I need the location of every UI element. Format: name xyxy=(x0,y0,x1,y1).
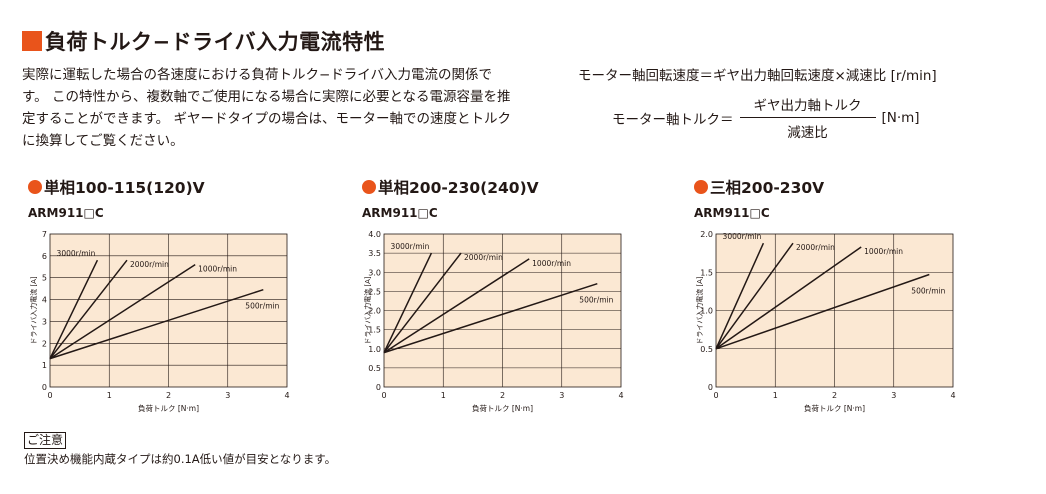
title-square-icon xyxy=(22,31,42,51)
y-tick-label: 1.0 xyxy=(700,307,713,316)
bullet-dot-icon xyxy=(362,180,376,194)
y-tick-label: 0.5 xyxy=(700,345,713,354)
x-tick-label: 1 xyxy=(773,391,778,400)
x-tick-label: 3 xyxy=(225,391,230,400)
series-label: 3000r/min xyxy=(723,232,762,241)
x-tick-label: 1 xyxy=(441,391,446,400)
chart-heading: 三相200-230V xyxy=(694,176,824,198)
y-tick-label: 7 xyxy=(42,230,47,239)
chart-1: 0 1 2 3 4 0 1 2 3 4 5 6 7 負荷トルク [N·m] ドライバ入力電流 [A] 3000… xyxy=(29,230,290,413)
bullet-dot-icon xyxy=(694,180,708,194)
y-tick-label: 1 xyxy=(42,361,47,370)
y-tick-label: 0 xyxy=(376,383,381,392)
torque-numerator: ギヤ出力軸トルク xyxy=(739,94,876,118)
y-tick-label: 0.5 xyxy=(368,364,381,373)
chart-title: 単相200-230(240)V xyxy=(378,179,539,197)
x-tick-label: 3 xyxy=(891,391,896,400)
chart-2: 0 1 2 3 4 0 0.5 1.0 1.5 2.0 2.5 3.0 3.5 4.0 負荷トルク [N·m… xyxy=(363,230,624,413)
x-axis-label: 負荷トルク [N·m] xyxy=(138,403,199,413)
y-axis-label: ドライバ入力電流 [A] xyxy=(695,276,704,345)
series-line xyxy=(715,246,862,350)
caution-text: 位置決め機能内蔵タイプは約0.1A低い値が目安となります。 xyxy=(24,452,337,466)
x-tick-label: 3 xyxy=(559,391,564,400)
chart-model: ARM911□C xyxy=(694,206,770,220)
torque-unit: [N·m] xyxy=(881,109,920,126)
x-tick-label: 0 xyxy=(381,391,386,400)
caution-label: ご注意 xyxy=(24,432,67,449)
chart-panel-2: 単相200-230(240)V ARM911□C 0 1 2 3 4 0 0.5 1.0 1.5… xyxy=(362,176,624,413)
x-tick-label: 4 xyxy=(950,391,955,400)
x-tick-label: 0 xyxy=(713,391,718,400)
x-tick-label: 2 xyxy=(500,391,505,400)
series-label: 1000r/min xyxy=(198,265,237,274)
y-tick-label: 3.0 xyxy=(368,268,381,277)
series-label: 2000r/min xyxy=(464,253,503,262)
chart-model: ARM911□C xyxy=(362,206,438,220)
series-label: 3000r/min xyxy=(391,242,430,251)
series-line xyxy=(49,259,128,360)
chart-panel-1: 単相100-115(120)V ARM911□C 0 1 2 3 4 0 1 2 3 4 5 6 7 負荷… xyxy=(28,176,290,413)
series-line xyxy=(49,263,196,360)
series-label: 1000r/min xyxy=(864,247,903,256)
x-axis-label: 負荷トルク [N·m] xyxy=(472,403,533,413)
series-line xyxy=(383,252,433,353)
x-tick-label: 2 xyxy=(832,391,837,400)
series-line xyxy=(383,258,530,354)
y-axis-label: ドライバ入力電流 [A] xyxy=(29,276,38,345)
x-tick-label: 1 xyxy=(107,391,112,400)
series-label: 500r/min xyxy=(911,287,945,296)
torque-formula: モーター軸トルク＝ ギヤ出力軸トルク 減速比 [N·m] xyxy=(612,94,920,141)
y-tick-label: 2.0 xyxy=(700,230,713,239)
x-tick-label: 2 xyxy=(166,391,171,400)
chart-model: ARM911□C xyxy=(28,206,104,220)
x-axis-label: 負荷トルク [N·m] xyxy=(804,403,865,413)
chart-heading: 単相200-230(240)V xyxy=(362,176,539,198)
section-header: 負荷トルク−ドライバ入力電流特性 xyxy=(22,26,385,56)
series-line xyxy=(715,242,765,350)
series-label: 3000r/min xyxy=(57,249,96,258)
x-tick-label: 4 xyxy=(284,391,289,400)
y-tick-label: 6 xyxy=(42,252,47,261)
y-tick-label: 1.0 xyxy=(368,345,381,354)
y-tick-label: 2 xyxy=(42,339,47,348)
series-line xyxy=(715,273,930,350)
chart-3: 0 1 2 3 4 0 0.5 1.0 1.5 2.0 負荷トルク [N·m] ドライバ入力電流 [A… xyxy=(695,230,956,413)
series-label: 2000r/min xyxy=(796,243,835,252)
bullet-dot-icon xyxy=(28,180,42,194)
x-tick-label: 4 xyxy=(618,391,623,400)
y-tick-label: 2.0 xyxy=(368,307,381,316)
y-tick-label: 2.5 xyxy=(368,287,381,296)
y-tick-label: 4 xyxy=(42,296,47,305)
speed-formula: モーター軸回転速度＝ギヤ出力軸回転速度×減速比 [r/min] xyxy=(578,68,937,84)
y-tick-label: 5 xyxy=(42,274,47,283)
x-tick-label: 0 xyxy=(47,391,52,400)
series-label: 2000r/min xyxy=(130,260,169,269)
series-line xyxy=(49,259,99,359)
series-label: 500r/min xyxy=(245,302,279,311)
intro-paragraph: 実際に運転した場合の各速度における負荷トルク−ドライバ入力電流の関係です。 この… xyxy=(22,67,511,149)
y-axis-label: ドライバ入力電流 [A] xyxy=(363,276,372,345)
y-tick-label: 1.5 xyxy=(700,268,713,277)
y-tick-label: 0 xyxy=(42,383,47,392)
series-line xyxy=(49,288,264,360)
page-title: 負荷トルク−ドライバ入力電流特性 xyxy=(45,30,386,54)
y-tick-label: 4.0 xyxy=(368,230,381,239)
chart-title: 三相200-230V xyxy=(710,179,825,197)
chart-title: 単相100-115(120)V xyxy=(44,179,205,197)
chart-panel-3: 三相200-230V ARM911□C 0 1 2 3 4 0 0.5 1.0 1.5 2.0 負荷… xyxy=(694,176,956,413)
series-line xyxy=(383,282,598,354)
y-tick-label: 1.5 xyxy=(368,326,381,335)
series-label: 500r/min xyxy=(579,296,613,305)
y-tick-label: 0 xyxy=(708,383,713,392)
y-tick-label: 3 xyxy=(42,317,47,326)
series-line xyxy=(715,242,794,350)
y-tick-label: 3.5 xyxy=(368,249,381,258)
torque-fraction: ギヤ出力軸トルク 減速比 xyxy=(739,94,876,141)
chart-heading: 単相100-115(120)V xyxy=(28,176,205,198)
torque-denominator: 減速比 xyxy=(787,125,828,141)
series-line xyxy=(383,252,462,354)
series-label: 1000r/min xyxy=(532,259,571,268)
torque-formula-left: モーター軸トルク＝ xyxy=(612,111,734,128)
